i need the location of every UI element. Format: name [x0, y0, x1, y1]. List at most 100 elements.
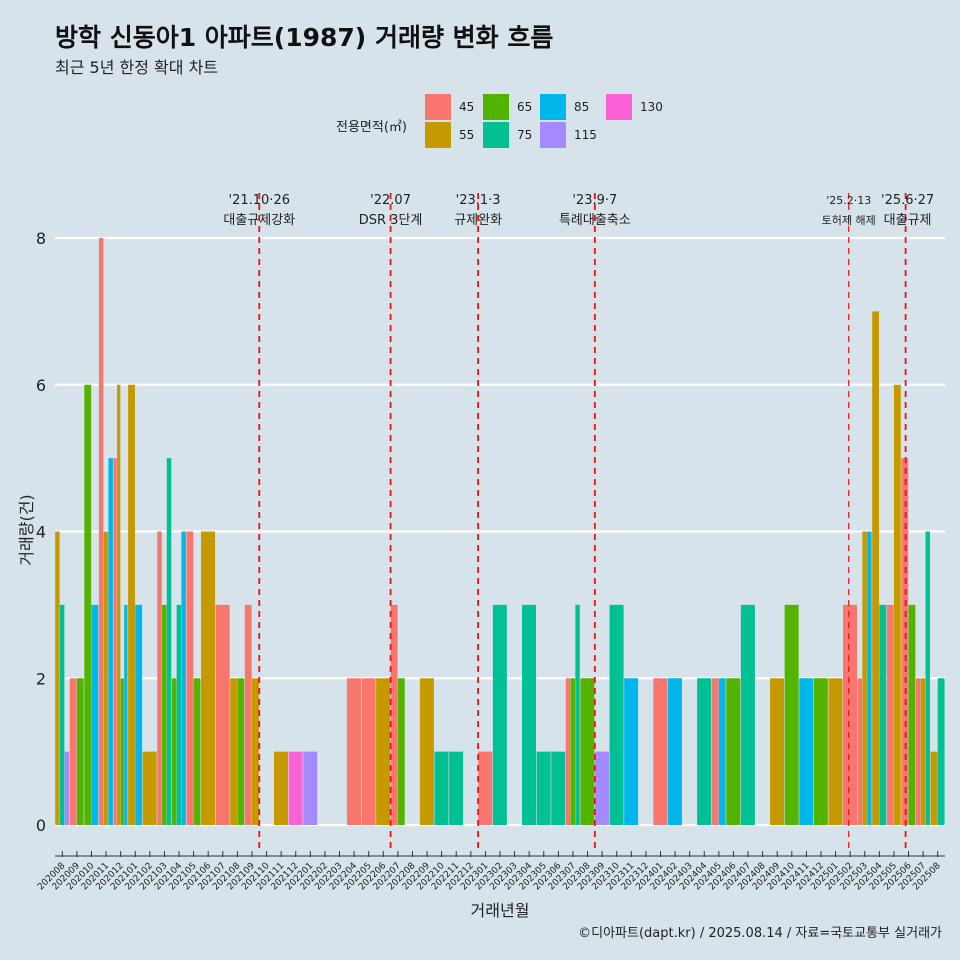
- bar-55-202508: [930, 751, 938, 825]
- bar-55-202011: [103, 531, 109, 825]
- event-date-6: '25.6·27: [881, 193, 934, 208]
- bar-75-202307: [575, 604, 580, 825]
- event-label-2: DSR 3단계: [359, 213, 423, 228]
- bar-65-202308: [580, 678, 595, 825]
- bar-65-202009: [76, 678, 84, 825]
- bar-75-202310: [609, 604, 624, 825]
- bar-85-202405: [718, 678, 726, 825]
- bar-65-202307: [570, 678, 576, 825]
- event-label-4: 특례대출축소: [559, 213, 631, 228]
- bar-65-202104: [171, 678, 177, 825]
- bar-55-202106: [201, 531, 216, 825]
- bar-45-202107: [215, 604, 230, 825]
- bar-45-202012: [113, 458, 117, 825]
- bar-75-202504: [879, 604, 887, 825]
- bar-65-202207: [397, 678, 405, 825]
- legend-swatch-45: [425, 94, 451, 120]
- bar-85-202402: [667, 678, 682, 825]
- bar-45-202507: [915, 678, 921, 825]
- bar-45-202105: [186, 531, 194, 825]
- bar-55-202209: [419, 678, 434, 825]
- bar-55-202507: [920, 678, 926, 825]
- bar-75-202103: [166, 458, 172, 825]
- legend-label-65: 65: [517, 100, 533, 114]
- bar-75-202304: [522, 604, 537, 825]
- bar-45-202205: [361, 678, 376, 825]
- legend-swatch-55: [425, 122, 451, 148]
- event-date-1: '21.10·26: [229, 193, 290, 208]
- event-date-3: '23.1·3: [456, 193, 501, 208]
- bar-115-202008: [64, 751, 70, 825]
- y-tick-label-2: 2: [36, 669, 46, 688]
- bar-55-202505: [893, 384, 901, 825]
- event-date-2: '22.07: [370, 193, 411, 208]
- bar-45-202503: [857, 678, 863, 825]
- bar-75-202306: [551, 751, 566, 825]
- bar-45-202011: [98, 238, 104, 825]
- bar-45-202401: [653, 678, 668, 825]
- legend-swatch-130: [606, 94, 632, 120]
- y-axis-title: 거래량(건): [17, 494, 36, 565]
- bar-55-202109: [251, 678, 259, 825]
- bar-45-202301: [478, 751, 493, 825]
- bar-65-202410: [784, 604, 799, 825]
- event-date-4: '23.9·7: [572, 193, 617, 208]
- legend-label-45: 45: [459, 100, 475, 114]
- legend-swatch-115: [540, 122, 566, 148]
- bar-75-202302: [492, 604, 507, 825]
- bar-55-202501: [828, 678, 843, 825]
- bar-55-202503: [862, 531, 867, 825]
- bar-75-202508: [937, 678, 945, 825]
- bar-75-202104: [176, 604, 182, 825]
- bar-65-202010: [84, 384, 92, 825]
- bar-45-202204: [346, 678, 361, 825]
- bar-85-202311: [624, 678, 639, 825]
- x-axis-title: 거래년월: [471, 901, 530, 920]
- bar-65-202108: [237, 678, 245, 825]
- source-caption: ©디아파트(dapt.kr) / 2025.08.14 / 자료=국토교통부 실…: [578, 926, 942, 941]
- bar-65-202506: [908, 604, 916, 825]
- bar-45-202109: [244, 604, 252, 825]
- legend-label-85: 85: [574, 100, 590, 114]
- bar-75-202407: [740, 604, 755, 825]
- bar-75-202404: [697, 678, 712, 825]
- event-label-6: 대출규제: [884, 213, 932, 228]
- bar-55-202206: [376, 678, 391, 825]
- chart-subtitle: 최근 5년 한정 확대 차트: [55, 58, 219, 77]
- legend-label-115: 115: [574, 128, 597, 142]
- chart-title: 방학 신동아1 아파트(1987) 거래량 변화 흐름: [55, 23, 554, 52]
- bar-55-202012: [117, 384, 121, 825]
- bar-55-202101: [128, 384, 135, 825]
- bar-85-202012: [124, 604, 128, 825]
- legend-label-75: 75: [517, 128, 533, 142]
- bar-45-202502: [843, 604, 858, 825]
- bar-65-202105: [193, 678, 201, 825]
- legend-swatch-85: [540, 94, 566, 120]
- bar-45-202207: [390, 604, 398, 825]
- legend-label-55: 55: [459, 128, 475, 142]
- bar-75-202210: [434, 751, 449, 825]
- bar-65-202406: [726, 678, 741, 825]
- legend-label-130: 130: [640, 100, 663, 114]
- bar-75-202507: [925, 531, 930, 825]
- legend-title: 전용면적(㎡): [336, 120, 407, 135]
- bar-115-202309: [594, 751, 609, 825]
- bar-130-202112: [288, 751, 303, 825]
- bar-85-202104: [181, 531, 186, 825]
- bar-85-202101: [135, 604, 143, 825]
- bar-55-202102: [142, 751, 157, 825]
- y-tick-label-0: 0: [36, 816, 46, 835]
- bar-45-202009: [69, 678, 77, 825]
- bar-45-202505: [886, 604, 894, 825]
- event-label-3: 규제완화: [454, 213, 502, 228]
- legend-swatch-65: [483, 94, 509, 120]
- event-date-5: '25.2·13: [826, 194, 871, 207]
- bar-85-202411: [799, 678, 814, 825]
- y-tick-label-6: 6: [36, 376, 46, 395]
- y-tick-label-4: 4: [36, 523, 46, 542]
- bar-85-202010: [91, 604, 99, 825]
- bar-75-202211: [449, 751, 464, 825]
- bar-45-202506: [901, 458, 909, 825]
- bar-85-202011: [108, 458, 113, 825]
